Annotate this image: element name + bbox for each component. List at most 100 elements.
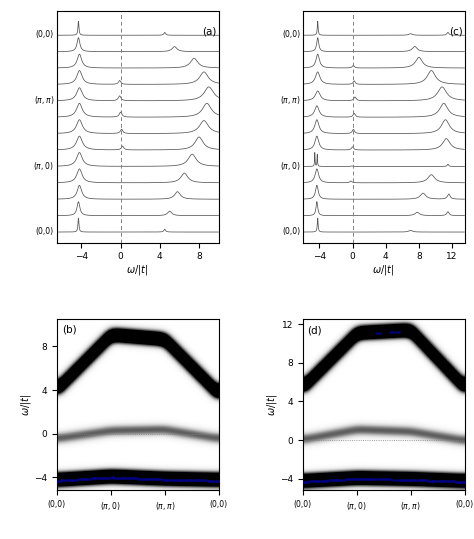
Point xyxy=(365,475,373,483)
Point xyxy=(67,475,74,484)
Point xyxy=(171,475,179,484)
Point xyxy=(91,474,99,482)
Point xyxy=(337,475,345,484)
Point xyxy=(94,474,102,482)
Point xyxy=(335,475,342,484)
Point xyxy=(376,475,383,483)
Point xyxy=(185,475,192,484)
Point xyxy=(447,476,455,485)
Point xyxy=(307,476,315,485)
Point xyxy=(329,475,337,484)
Point xyxy=(398,475,405,484)
Point xyxy=(403,475,411,484)
Point xyxy=(340,475,347,484)
Point xyxy=(419,475,427,484)
Point xyxy=(108,473,116,481)
Point xyxy=(149,475,156,483)
Point xyxy=(356,475,364,483)
Point xyxy=(313,476,320,485)
Point xyxy=(324,476,331,485)
Point xyxy=(157,475,165,483)
Point xyxy=(453,478,460,486)
Point xyxy=(409,475,416,484)
Point xyxy=(146,475,154,483)
Point xyxy=(136,475,143,483)
Point xyxy=(315,476,323,485)
Point xyxy=(304,478,312,486)
Point xyxy=(168,475,176,484)
Text: (0,0): (0,0) xyxy=(282,227,300,236)
Point xyxy=(157,475,165,483)
Point xyxy=(329,475,337,484)
Point xyxy=(141,475,148,483)
X-axis label: $\omega/|t|$: $\omega/|t|$ xyxy=(127,262,149,277)
Point xyxy=(97,474,105,482)
Point xyxy=(406,475,413,484)
Point xyxy=(122,474,129,482)
Point xyxy=(390,475,397,484)
Point xyxy=(124,474,132,482)
Point xyxy=(212,476,219,485)
Point xyxy=(444,476,452,485)
Point xyxy=(346,475,353,483)
Point xyxy=(337,475,345,484)
Point xyxy=(395,475,402,484)
Point xyxy=(190,475,198,484)
Point xyxy=(461,478,468,486)
Point xyxy=(348,475,356,483)
Point xyxy=(340,475,347,484)
Point xyxy=(78,475,85,483)
Point xyxy=(455,478,463,486)
Point xyxy=(387,327,394,336)
Point xyxy=(165,475,173,484)
Point xyxy=(89,474,96,482)
Point xyxy=(362,475,370,483)
Point xyxy=(381,475,389,483)
Point xyxy=(72,475,80,484)
Point xyxy=(110,474,118,482)
Point xyxy=(351,475,359,483)
Point xyxy=(138,475,146,483)
Point xyxy=(359,475,367,483)
Point xyxy=(354,475,361,483)
Point xyxy=(116,474,124,482)
Point xyxy=(428,476,436,485)
Point xyxy=(318,476,326,485)
Point xyxy=(165,475,173,484)
Point xyxy=(102,474,110,482)
Point xyxy=(89,474,96,482)
Text: (0,0): (0,0) xyxy=(282,30,300,39)
Point xyxy=(201,475,209,484)
Point xyxy=(130,474,137,482)
Point xyxy=(310,476,318,485)
Point xyxy=(381,475,389,483)
Point xyxy=(70,475,77,484)
Point xyxy=(138,475,146,483)
Point xyxy=(105,474,113,482)
Point xyxy=(428,476,436,485)
X-axis label: $\omega/|t|$: $\omega/|t|$ xyxy=(373,262,395,277)
Text: $(\pi,0)$: $(\pi,0)$ xyxy=(33,160,54,171)
Point xyxy=(343,475,350,483)
Point xyxy=(419,475,427,484)
Point xyxy=(97,474,105,482)
Point xyxy=(433,476,441,485)
Point xyxy=(64,475,72,484)
Point xyxy=(56,476,64,485)
Point xyxy=(176,475,184,484)
Point xyxy=(332,475,339,484)
Point xyxy=(411,475,419,484)
Point xyxy=(403,475,411,484)
Point xyxy=(179,475,187,484)
Point xyxy=(83,475,91,483)
Point xyxy=(442,476,449,485)
Point xyxy=(450,476,457,485)
Point xyxy=(171,475,179,484)
Point xyxy=(113,474,121,482)
Point xyxy=(318,476,326,485)
Point xyxy=(176,475,184,484)
Point xyxy=(422,475,430,484)
Point xyxy=(122,474,129,482)
Point xyxy=(146,475,154,483)
Point xyxy=(144,475,151,483)
